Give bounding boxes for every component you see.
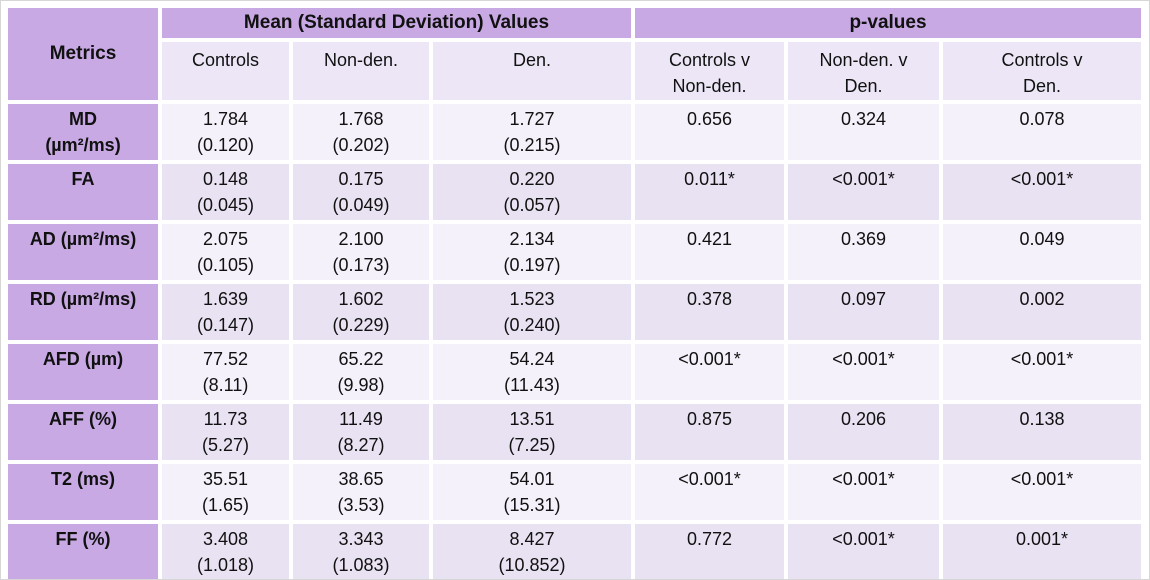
p-value-cell: 0.875 xyxy=(635,404,784,460)
group-header-row: Metrics Mean (Standard Deviation) Values… xyxy=(8,8,1141,100)
metric-label: AD (µm²/ms) xyxy=(8,224,158,280)
p-values-group-header: p-values xyxy=(635,8,1141,38)
p-value-cell: 0.002 xyxy=(943,284,1141,340)
mean-sd-cell: 54.24 (11.43) xyxy=(433,344,631,400)
table-row-ad: AD (µm²/ms) 2.075 (0.105) 2.100 (0.173) … xyxy=(8,224,1141,280)
p-value-cell: <0.001* xyxy=(635,344,784,400)
mean-sd-cell: 8.427 (10.852) xyxy=(433,524,631,579)
column-header-controls-v-den: Controls v Den. xyxy=(943,42,1141,100)
p-value-cell: 0.772 xyxy=(635,524,784,579)
table-row-rd: RD (µm²/ms) 1.639 (0.147) 1.602 (0.229) … xyxy=(8,284,1141,340)
mean-sd-cell: 13.51 (7.25) xyxy=(433,404,631,460)
metric-label: T2 (ms) xyxy=(8,464,158,520)
mean-sd-cell: 54.01 (15.31) xyxy=(433,464,631,520)
mean-sd-cell: 77.52 (8.11) xyxy=(162,344,289,400)
mean-sd-cell: 1.523 (0.240) xyxy=(433,284,631,340)
mean-sd-cell: 1.784 (0.120) xyxy=(162,104,289,160)
mean-sd-cell: 35.51 (1.65) xyxy=(162,464,289,520)
mean-sd-cell: 3.343 (1.083) xyxy=(293,524,429,579)
p-value-cell: <0.001* xyxy=(788,524,939,579)
p-value-cell: <0.001* xyxy=(788,344,939,400)
p-value-cell: <0.001* xyxy=(635,464,784,520)
table-row-t2: T2 (ms) 35.51 (1.65) 38.65 (3.53) 54.01 … xyxy=(8,464,1141,520)
table-row-ff: FF (%) 3.408 (1.018) 3.343 (1.083) 8.427… xyxy=(8,524,1141,579)
p-value-cell: 0.097 xyxy=(788,284,939,340)
metric-label: RD (µm²/ms) xyxy=(8,284,158,340)
table-row-fa: FA 0.148 (0.045) 0.175 (0.049) 0.220 (0.… xyxy=(8,164,1141,220)
subheader-row: Controls Non-den. Den. Controls v Non-de… xyxy=(8,42,1141,100)
table-row-md: MD (µm²/ms) 1.784 (0.120) 1.768 (0.202) … xyxy=(8,104,1141,160)
metric-label: FA xyxy=(8,164,158,220)
mean-sd-group-header: Mean (Standard Deviation) Values xyxy=(162,8,631,38)
p-value-cell: 0.001* xyxy=(943,524,1141,579)
mean-sd-cell: 0.220 (0.057) xyxy=(433,164,631,220)
p-value-cell: 0.049 xyxy=(943,224,1141,280)
p-value-cell: 0.138 xyxy=(943,404,1141,460)
mean-sd-cell: 11.73 (5.27) xyxy=(162,404,289,460)
mean-sd-cell: 2.134 (0.197) xyxy=(433,224,631,280)
metric-label: AFD (µm) xyxy=(8,344,158,400)
p-value-cell: 0.369 xyxy=(788,224,939,280)
p-value-cell: <0.001* xyxy=(788,164,939,220)
metrics-column-header: Metrics xyxy=(8,8,158,100)
p-value-cell: 0.011* xyxy=(635,164,784,220)
column-header-non-den-v-den: Non-den. v Den. xyxy=(788,42,939,100)
mean-sd-cell: 11.49 (8.27) xyxy=(293,404,429,460)
p-value-cell: <0.001* xyxy=(943,464,1141,520)
mean-sd-cell: 1.639 (0.147) xyxy=(162,284,289,340)
p-value-cell: 0.206 xyxy=(788,404,939,460)
metric-label: MD (µm²/ms) xyxy=(8,104,158,160)
mean-sd-cell: 3.408 (1.018) xyxy=(162,524,289,579)
column-header-controls: Controls xyxy=(162,42,289,100)
mean-sd-cell: 1.768 (0.202) xyxy=(293,104,429,160)
table-row-aff: AFF (%) 11.73 (5.27) 11.49 (8.27) 13.51 … xyxy=(8,404,1141,460)
p-value-cell: 0.421 xyxy=(635,224,784,280)
column-header-den: Den. xyxy=(433,42,631,100)
p-value-cell: 0.078 xyxy=(943,104,1141,160)
metrics-table: Metrics Mean (Standard Deviation) Values… xyxy=(4,4,1145,579)
p-value-cell: 0.656 xyxy=(635,104,784,160)
column-header-non-den: Non-den. xyxy=(293,42,429,100)
p-value-cell: <0.001* xyxy=(788,464,939,520)
mean-sd-cell: 0.148 (0.045) xyxy=(162,164,289,220)
p-value-cell: 0.378 xyxy=(635,284,784,340)
metric-label: FF (%) xyxy=(8,524,158,579)
metric-label: AFF (%) xyxy=(8,404,158,460)
mean-sd-cell: 1.602 (0.229) xyxy=(293,284,429,340)
mean-sd-cell: 2.075 (0.105) xyxy=(162,224,289,280)
p-value-cell: <0.001* xyxy=(943,164,1141,220)
mean-sd-cell: 38.65 (3.53) xyxy=(293,464,429,520)
p-value-cell: 0.324 xyxy=(788,104,939,160)
mean-sd-cell: 1.727 (0.215) xyxy=(433,104,631,160)
mean-sd-cell: 65.22 (9.98) xyxy=(293,344,429,400)
table-row-afd: AFD (µm) 77.52 (8.11) 65.22 (9.98) 54.24… xyxy=(8,344,1141,400)
mean-sd-cell: 0.175 (0.049) xyxy=(293,164,429,220)
column-header-controls-v-non-den: Controls v Non-den. xyxy=(635,42,784,100)
p-value-cell: <0.001* xyxy=(943,344,1141,400)
mean-sd-cell: 2.100 (0.173) xyxy=(293,224,429,280)
